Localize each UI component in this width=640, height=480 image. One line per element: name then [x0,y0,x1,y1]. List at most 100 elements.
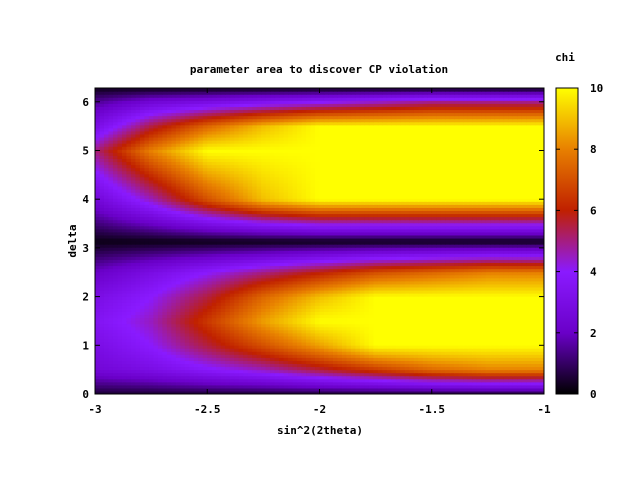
heatmap-cell [427,354,433,358]
heatmap-cell [319,372,325,377]
heatmap-cell [117,369,123,374]
heatmap-cell [121,338,128,343]
heatmap-cell [494,259,500,264]
heatmap-cell [157,372,163,377]
heatmap-cell [180,289,186,294]
heatmap-cell [521,302,527,306]
heatmap-cell [530,271,536,276]
heatmap-cell [310,268,316,273]
heatmap-cell [485,366,491,371]
heatmap-cell [499,253,505,257]
heatmap-cell [382,305,388,309]
heatmap-cell [306,372,312,377]
heatmap-cell [189,366,195,371]
heatmap-cell [332,289,339,294]
heatmap-cell [458,378,464,383]
heatmap-cell [265,286,271,291]
heatmap-cell [373,354,379,358]
heatmap-cell [526,280,532,285]
heatmap-cell [229,317,235,322]
heatmap-cell [126,311,132,316]
heatmap-cell [395,366,401,371]
heatmap-cell [364,332,370,337]
heatmap-cell [315,387,321,392]
heatmap-cell [274,326,280,331]
heatmap-cell [225,372,231,377]
heatmap-cell [148,348,154,352]
heatmap-cell [211,360,217,364]
heatmap-cell [139,378,145,383]
heatmap-cell [445,332,451,337]
heatmap-cell [400,283,406,288]
heatmap-cell [112,341,119,346]
heatmap-cell [395,369,401,374]
heatmap-cell [467,274,473,279]
heatmap-cell [216,366,222,371]
heatmap-cell [315,286,321,291]
heatmap-cell [350,299,357,303]
heatmap-cell [229,268,235,273]
heatmap-cell [395,329,401,334]
heatmap-cell [535,271,541,276]
heatmap-cell [216,259,222,264]
heatmap-cell [373,256,379,260]
heatmap-cell [175,378,181,383]
heatmap-cell [319,384,325,389]
heatmap-cell [355,262,361,267]
heatmap-cell [274,296,280,300]
heatmap-cell [539,262,544,267]
heatmap-cell [530,302,536,306]
heatmap-cell [180,326,186,331]
heatmap-cell [202,323,208,328]
heatmap-cell [422,348,428,352]
heatmap-cell [422,283,428,288]
heatmap-cell [247,302,253,306]
heatmap-cell [283,265,289,270]
heatmap-cell [265,265,271,270]
heatmap-cell [328,271,334,276]
heatmap-cell [454,253,460,257]
heatmap-cell [103,262,110,267]
heatmap-cell [310,375,316,380]
heatmap-cell [265,338,271,343]
heatmap-cell [530,372,536,377]
heatmap-cell [202,332,208,337]
heatmap-cell [243,268,249,273]
heatmap-cell [499,259,505,264]
heatmap-cell [323,274,330,279]
heatmap-cell [373,308,379,312]
heatmap-cell [288,378,294,383]
heatmap-cell [198,360,204,364]
heatmap-cell [301,280,307,285]
heatmap-cell [99,326,105,331]
heatmap-cell [341,341,348,346]
heatmap-cell [112,314,119,319]
heatmap-cell [144,268,150,273]
heatmap-cell [279,317,285,322]
heatmap-cell [274,354,280,358]
heatmap-cell [252,341,258,346]
heatmap-cell [202,268,208,273]
heatmap-cell [166,323,172,328]
heatmap-cell [539,390,544,394]
heatmap-cell [297,262,303,267]
heatmap-cell [503,360,509,364]
heatmap-cell [436,369,442,374]
heatmap-cell [288,317,294,322]
heatmap-cell [494,265,500,270]
heatmap-cell [130,372,137,377]
heatmap-cell [422,335,428,340]
heatmap-cell [436,329,442,334]
heatmap-cell [243,289,249,294]
heatmap-cell [337,296,343,300]
heatmap-cell [283,256,289,260]
heatmap-cell [454,375,460,380]
heatmap-cell [341,329,348,334]
heatmap-cell [472,384,478,389]
heatmap-cell [404,348,410,352]
heatmap-cell [256,329,262,334]
heatmap-cell [288,256,294,260]
heatmap-cell [162,363,168,368]
heatmap-cell [436,314,442,319]
heatmap-cell [193,375,199,380]
